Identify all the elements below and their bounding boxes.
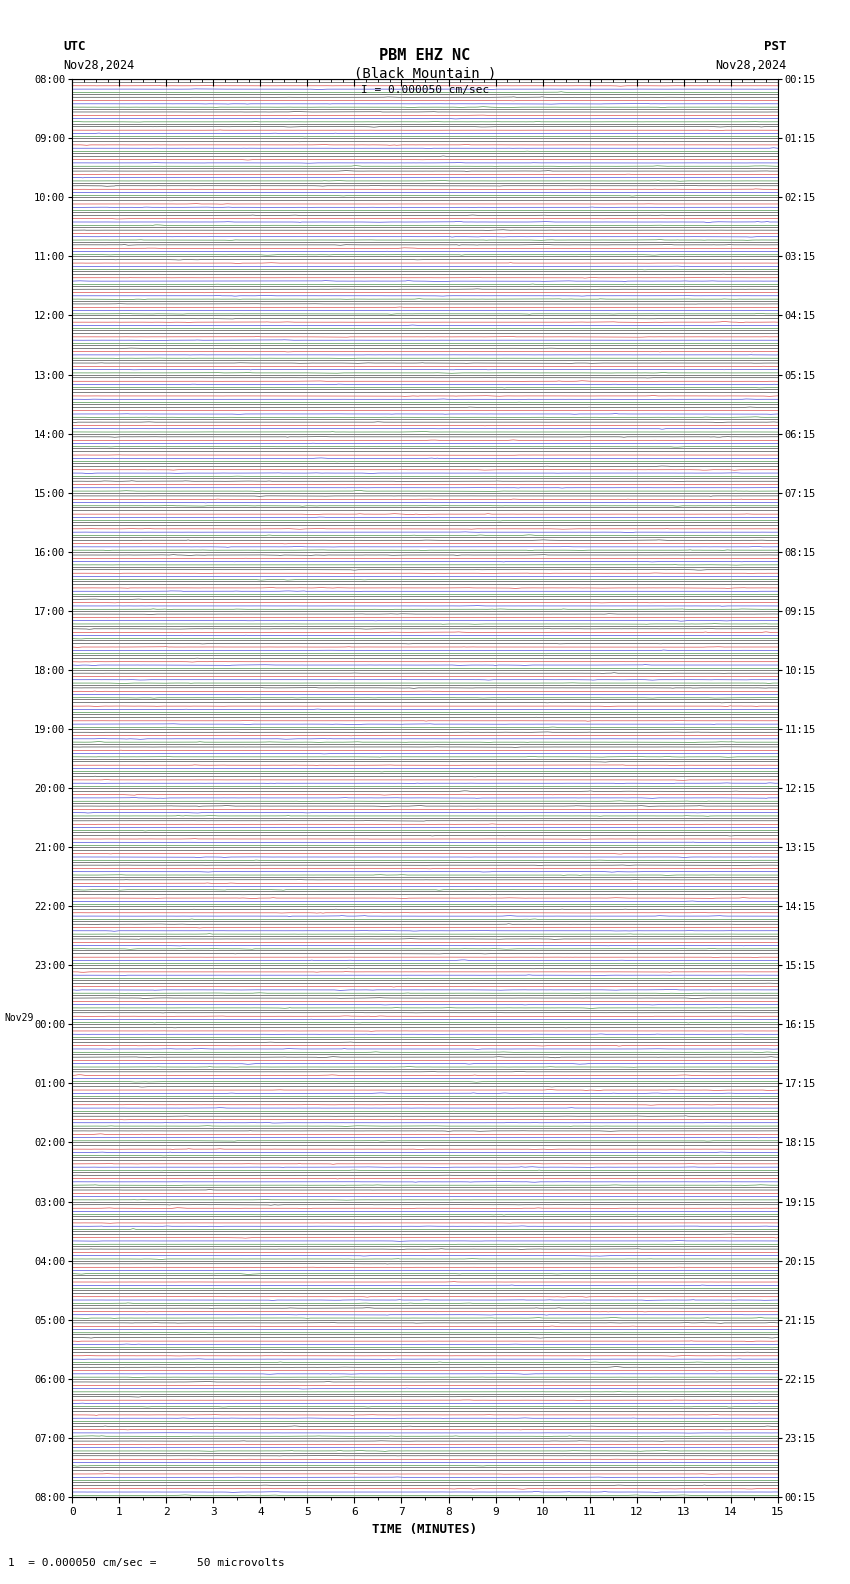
Text: PBM EHZ NC: PBM EHZ NC xyxy=(379,48,471,62)
Text: (Black Mountain ): (Black Mountain ) xyxy=(354,67,496,81)
Text: UTC: UTC xyxy=(64,40,86,52)
Text: Nov28,2024: Nov28,2024 xyxy=(64,59,135,71)
X-axis label: TIME (MINUTES): TIME (MINUTES) xyxy=(372,1522,478,1536)
Text: Nov28,2024: Nov28,2024 xyxy=(715,59,786,71)
Text: Nov29: Nov29 xyxy=(4,1014,33,1023)
Text: PST: PST xyxy=(764,40,786,52)
Text: I = 0.000050 cm/sec: I = 0.000050 cm/sec xyxy=(361,84,489,95)
Text: 1  = 0.000050 cm/sec =      50 microvolts: 1 = 0.000050 cm/sec = 50 microvolts xyxy=(8,1559,286,1568)
